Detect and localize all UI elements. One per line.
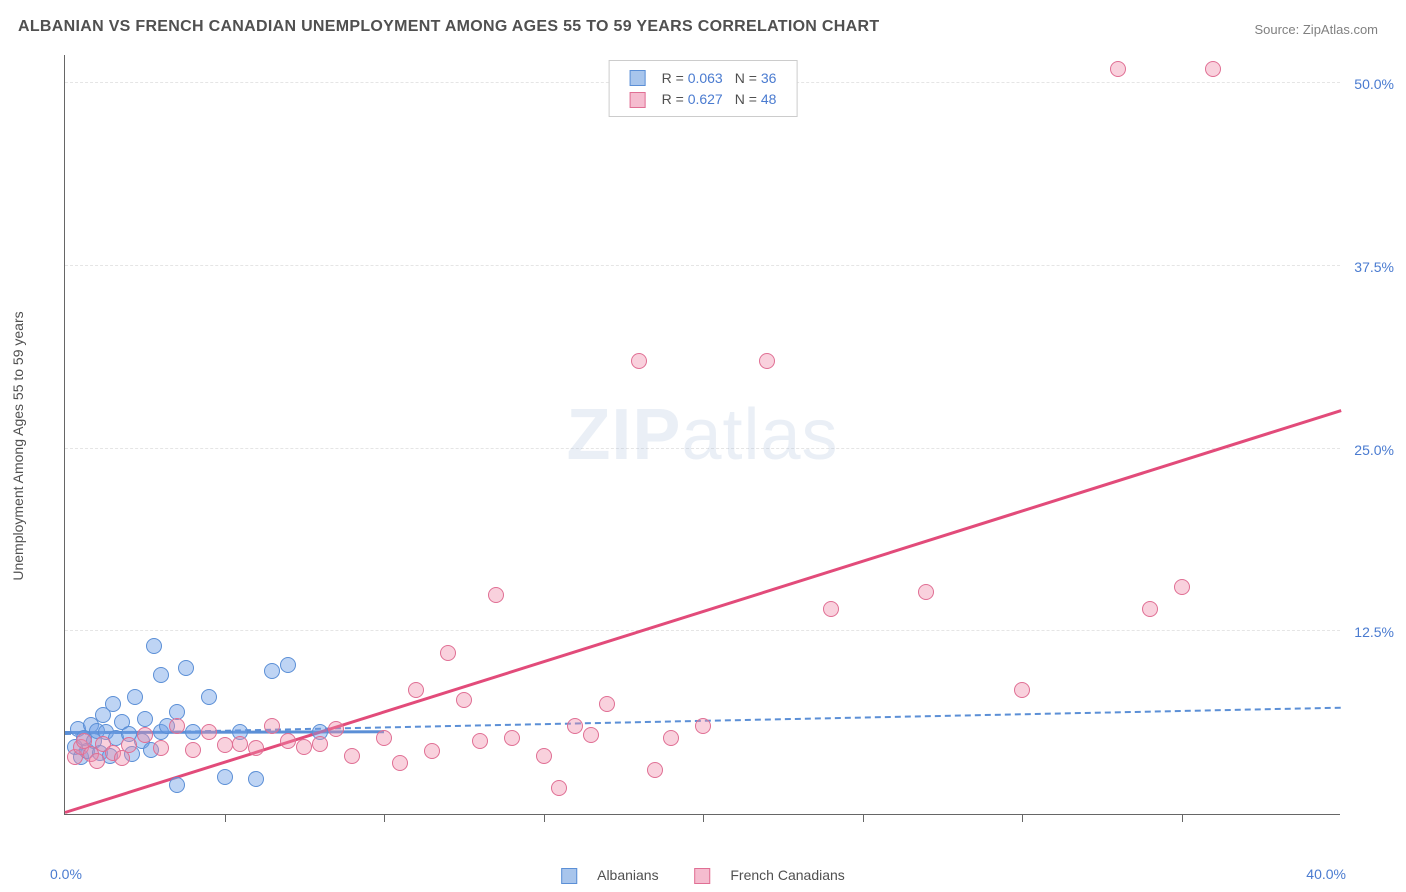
swatch-albanians (630, 70, 646, 86)
data-point (344, 748, 360, 764)
data-point (1110, 61, 1126, 77)
data-point (551, 780, 567, 796)
data-point (488, 587, 504, 603)
data-point (328, 721, 344, 737)
data-point (169, 704, 185, 720)
y-axis-title: Unemployment Among Ages 55 to 59 years (10, 311, 26, 580)
data-point (823, 601, 839, 617)
data-point (647, 762, 663, 778)
data-point (583, 727, 599, 743)
swatch-french-canadians (694, 868, 710, 884)
x-tick (384, 814, 385, 822)
data-point (201, 724, 217, 740)
x-tick (1182, 814, 1183, 822)
legend-row: R = 0.063 N = 36 (624, 67, 783, 88)
swatch-french-canadians (630, 92, 646, 108)
data-point (169, 777, 185, 793)
data-point (392, 755, 408, 771)
data-point (918, 584, 934, 600)
legend-series: Albanians French Canadians (545, 867, 861, 884)
y-tick-label: 25.0% (1354, 442, 1394, 458)
data-point (456, 692, 472, 708)
data-point (201, 689, 217, 705)
data-point (759, 353, 775, 369)
data-point (127, 689, 143, 705)
data-point (137, 727, 153, 743)
x-tick (225, 814, 226, 822)
data-point (695, 718, 711, 734)
y-tick-label: 50.0% (1354, 76, 1394, 92)
swatch-albanians (561, 868, 577, 884)
data-point (217, 737, 233, 753)
data-point (280, 657, 296, 673)
data-point (567, 718, 583, 734)
data-point (472, 733, 488, 749)
data-point (1014, 682, 1030, 698)
y-tick-label: 12.5% (1354, 624, 1394, 640)
data-point (169, 718, 185, 734)
data-point (536, 748, 552, 764)
x-axis-max-label: 40.0% (1306, 866, 1346, 882)
data-point (1142, 601, 1158, 617)
gridline-horizontal (65, 448, 1340, 449)
gridline-horizontal (65, 265, 1340, 266)
x-tick (703, 814, 704, 822)
data-point (185, 724, 201, 740)
data-point (232, 736, 248, 752)
x-tick (544, 814, 545, 822)
x-tick (1022, 814, 1023, 822)
data-point (217, 769, 233, 785)
data-point (631, 353, 647, 369)
data-point (280, 733, 296, 749)
x-tick (863, 814, 864, 822)
data-point (178, 660, 194, 676)
legend-stats: R = 0.063 N = 36 R = 0.627 N = 48 (609, 60, 798, 117)
data-point (185, 742, 201, 758)
data-point (153, 740, 169, 756)
data-point (264, 718, 280, 734)
data-point (312, 736, 328, 752)
data-point (296, 739, 312, 755)
data-point (408, 682, 424, 698)
data-point (599, 696, 615, 712)
data-point (264, 663, 280, 679)
data-point (504, 730, 520, 746)
data-point (146, 638, 162, 654)
data-point (424, 743, 440, 759)
legend-row: R = 0.627 N = 48 (624, 88, 783, 109)
plot-area: ZIPatlas (64, 55, 1340, 815)
watermark: ZIPatlas (566, 394, 838, 476)
gridline-horizontal (65, 630, 1340, 631)
data-point (121, 737, 137, 753)
data-point (663, 730, 679, 746)
data-point (137, 711, 153, 727)
data-point (248, 771, 264, 787)
x-axis-min-label: 0.0% (50, 866, 82, 882)
data-point (248, 740, 264, 756)
chart-title: ALBANIAN VS FRENCH CANADIAN UNEMPLOYMENT… (18, 18, 879, 36)
source-attribution: Source: ZipAtlas.com (1254, 22, 1378, 37)
data-point (440, 645, 456, 661)
data-point (1205, 61, 1221, 77)
y-tick-label: 37.5% (1354, 259, 1394, 275)
data-point (1174, 579, 1190, 595)
data-point (153, 667, 169, 683)
data-point (89, 753, 105, 769)
data-point (376, 730, 392, 746)
data-point (105, 696, 121, 712)
